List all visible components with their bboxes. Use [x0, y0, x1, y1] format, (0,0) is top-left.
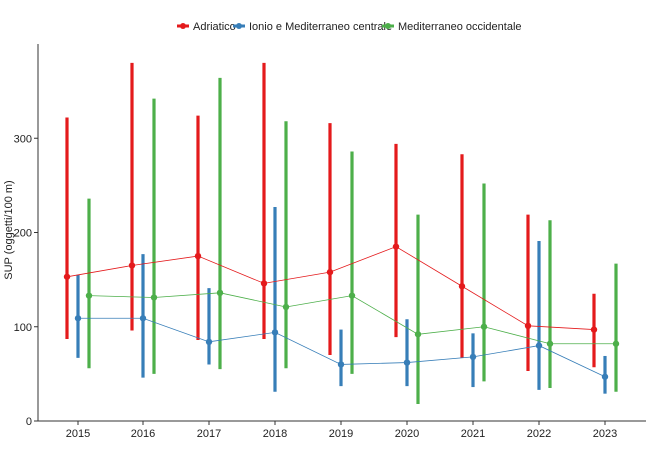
legend-marker-ionio-e-mediterraneo-centrale — [236, 23, 242, 29]
data-point-adriatico — [524, 322, 532, 330]
y-tick-label: 200 — [14, 228, 32, 240]
axes: SUP (oggetti/100 m) — [3, 44, 646, 422]
x-tick-label: 2020 — [395, 428, 419, 440]
data-point-mediterraneo-occidentale — [150, 294, 158, 301]
legend-label-ionio-e-mediterraneo-centrale: Ionio e Mediterraneo centrale — [249, 21, 392, 33]
data-point-ionio-e-mediterraneo-centrale — [74, 315, 82, 322]
legend-item-mediterraneo-occidentale: Mediterraneo occidentale — [382, 21, 522, 33]
error-bars — [65, 62, 618, 405]
y-tick-label: 100 — [14, 322, 32, 334]
data-point-mediterraneo-occidentale — [546, 340, 554, 347]
x-tick-label: 2019 — [329, 428, 353, 440]
legend-label-mediterraneo-occidentale: Mediterraneo occidentale — [398, 21, 522, 33]
data-point-mediterraneo-occidentale — [216, 289, 224, 297]
data-point-ionio-e-mediterraneo-centrale — [469, 353, 477, 361]
data-point-mediterraneo-occidentale — [414, 331, 422, 338]
data-point-adriatico — [63, 273, 71, 280]
data-point-mediterraneo-occidentale — [282, 303, 290, 311]
legend-marker-mediterraneo-occidentale — [385, 23, 391, 29]
legend-item-adriatico: Adriatico — [177, 21, 236, 33]
x-tick-label: 2022 — [527, 428, 551, 440]
legend-item-ionio-e-mediterraneo-centrale: Ionio e Mediterraneo centrale — [233, 21, 392, 33]
data-point-mediterraneo-occidentale — [85, 292, 93, 299]
x-tick-label: 2023 — [593, 428, 617, 440]
data-point-ionio-e-mediterraneo-centrale — [139, 315, 147, 322]
data-point-mediterraneo-occidentale — [612, 340, 620, 347]
data-point-ionio-e-mediterraneo-centrale — [205, 338, 213, 346]
data-point-adriatico — [260, 280, 268, 287]
x-tick-label: 2018 — [263, 428, 287, 440]
y-axis-label: SUP (oggetti/100 m) — [3, 180, 15, 279]
data-point-ionio-e-mediterraneo-centrale — [601, 373, 609, 380]
y-ticks: 0 100 200 300 — [14, 133, 38, 428]
x-ticks: 2015 2016 2017 2018 2019 2020 2021 2022 2023 — [66, 421, 617, 440]
legend: Adriatico Ionio e Mediterraneo centrale Me… — [177, 21, 522, 33]
data-point-adriatico — [194, 252, 202, 260]
data-point-ionio-e-mediterraneo-centrale — [403, 359, 411, 366]
series-points — [63, 243, 620, 380]
x-tick-label: 2017 — [197, 428, 221, 440]
data-point-ionio-e-mediterraneo-centrale — [337, 361, 345, 368]
data-point-mediterraneo-occidentale — [348, 292, 356, 299]
legend-marker-adriatico — [180, 23, 186, 29]
data-point-mediterraneo-occidentale — [480, 323, 488, 330]
data-point-adriatico — [326, 268, 334, 276]
data-point-ionio-e-mediterraneo-centrale — [535, 342, 543, 349]
data-point-adriatico — [392, 243, 400, 250]
data-point-ionio-e-mediterraneo-centrale — [271, 329, 279, 336]
data-point-adriatico — [128, 262, 136, 269]
data-point-adriatico — [458, 283, 466, 290]
x-tick-label: 2021 — [461, 428, 485, 440]
legend-label-adriatico: Adriatico — [193, 21, 236, 33]
x-tick-label: 2016 — [131, 428, 155, 440]
y-tick-label: 0 — [26, 416, 32, 428]
y-tick-label: 300 — [14, 133, 32, 145]
data-point-adriatico — [590, 326, 598, 333]
x-tick-label: 2015 — [66, 428, 90, 440]
